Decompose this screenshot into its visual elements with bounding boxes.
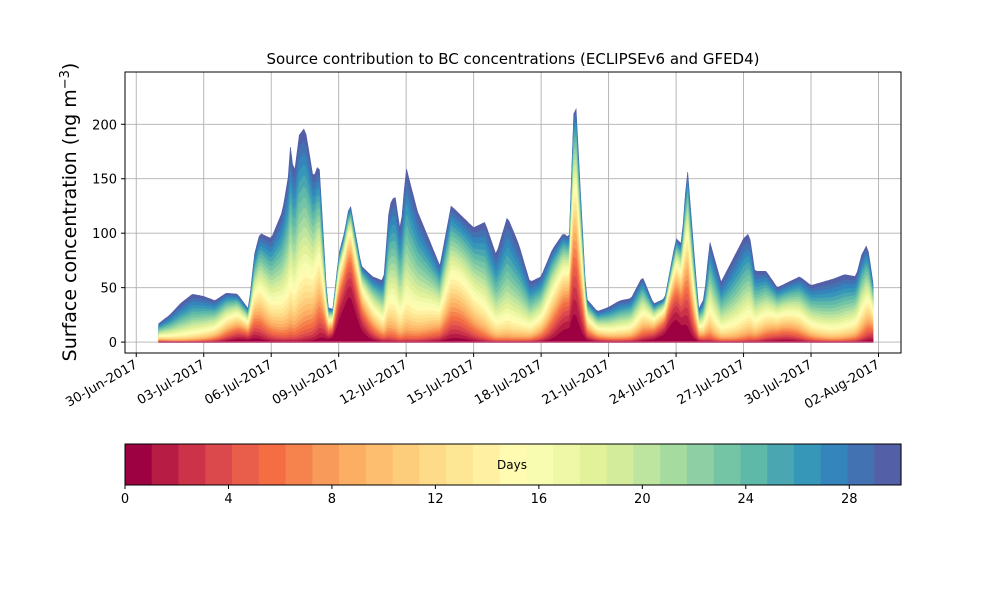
y-tick-label: 0 [109,336,117,351]
colorbar-swatch [660,444,688,485]
colorbar-swatch [526,444,554,485]
colorbar-swatches [125,444,902,485]
x-tick-label: 02-Aug-2017 [802,357,882,412]
colorbar-swatch [553,444,581,485]
colorbar-swatch [633,444,661,485]
chart-title: Source contribution to BC concentrations… [266,50,759,68]
y-axis-ticks: 0 50 100 150 200 [92,118,125,351]
colorbar: Days 0 4 8 12 16 20 24 28 [121,443,902,507]
x-tick-label: 24-Jul-2017 [607,357,680,408]
x-tick-label: 27-Jul-2017 [675,357,748,408]
y-tick-label: 200 [92,118,117,133]
colorbar-tick-label: 12 [427,492,444,507]
x-tick-label: 03-Jul-2017 [135,357,208,408]
x-axis-ticks: 30-Jun-201703-Jul-201706-Jul-201709-Jul-… [63,353,883,413]
colorbar-swatch [419,444,447,485]
x-tick-label: 18-Jul-2017 [472,357,545,408]
colorbar-label: Days [497,458,527,472]
colorbar-swatch [713,444,742,485]
colorbar-swatch [820,444,849,485]
colorbar-swatch [499,444,527,485]
colorbar-swatch [232,444,260,485]
plot-frame [124,71,902,354]
x-tick-label: 12-Jul-2017 [337,357,410,408]
colorbar-swatch [285,444,313,485]
colorbar-swatch [606,444,635,485]
x-tick-label: 21-Jul-2017 [540,357,613,408]
colorbar-swatch [312,444,340,485]
colorbar-swatch [579,444,608,485]
colorbar-tick-label: 0 [121,492,129,507]
colorbar-swatch [365,444,394,485]
colorbar-swatch [793,444,822,485]
y-axis-label-superscript: −3 [58,70,73,89]
x-tick-label: 30-Jun-2017 [63,357,140,410]
colorbar-swatch [472,444,501,485]
colorbar-swatch [446,444,474,485]
colorbar-frame [124,443,902,486]
colorbar-swatch [740,444,768,485]
colorbar-swatch [392,444,420,485]
y-tick-label: 50 [100,282,117,297]
colorbar-swatch [258,444,287,485]
colorbar-swatch [874,444,902,485]
colorbar-swatch [686,444,715,485]
y-axis-label: Surface concentration (ng m−3) [58,63,81,362]
y-tick-label: 100 [92,227,117,242]
colorbar-swatch [339,444,367,485]
colorbar-swatch [205,444,233,485]
x-tick-label: 09-Jul-2017 [270,357,343,408]
y-axis-label-close: ) [59,63,81,70]
y-axis-label-text: Surface concentration (ng m [59,89,81,361]
colorbar-ticks: 0 4 8 12 16 20 24 28 [121,485,858,507]
colorbar-swatch [178,444,206,485]
x-tick-label: 06-Jul-2017 [202,357,275,408]
x-tick-label: 15-Jul-2017 [405,357,478,408]
colorbar-tick-label: 4 [224,492,232,507]
y-tick-label: 150 [92,173,117,188]
colorbar-tick-label: 16 [531,492,548,507]
colorbar-tick-label: 28 [841,492,858,507]
colorbar-swatch [125,444,153,485]
colorbar-swatch [767,444,795,485]
colorbar-tick-label: 24 [738,492,755,507]
colorbar-tick-label: 8 [328,492,336,507]
stacked-area-layers [158,107,874,343]
colorbar-tick-label: 20 [634,492,651,507]
colorbar-swatch [151,444,180,485]
colorbar-swatch [847,444,875,485]
